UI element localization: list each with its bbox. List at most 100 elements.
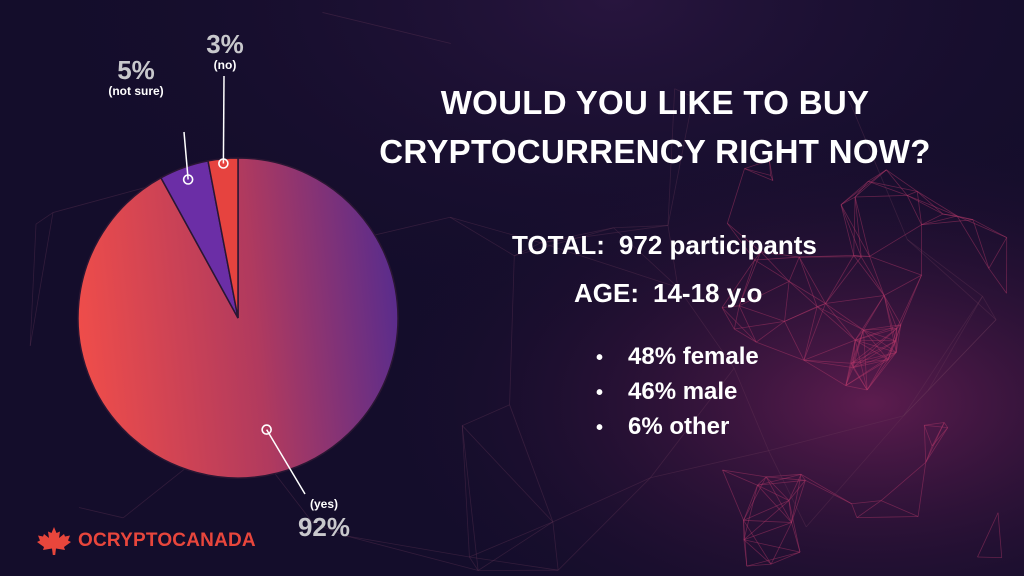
network-line xyxy=(863,329,896,342)
network-line xyxy=(722,469,758,486)
network-line xyxy=(860,256,885,296)
network-line xyxy=(845,385,868,391)
network-line xyxy=(757,473,802,486)
network-line xyxy=(738,305,757,343)
network-line xyxy=(906,195,922,225)
network-line xyxy=(988,237,1008,269)
network-line xyxy=(734,328,757,343)
demographics-list: • 48% female • 46% male • 6% other xyxy=(596,340,759,445)
total-stat: TOTAL: 972 participants xyxy=(512,230,817,261)
network-line xyxy=(770,175,774,181)
network-line xyxy=(798,256,818,307)
network-line xyxy=(845,367,854,386)
network-line xyxy=(756,341,805,361)
network-line xyxy=(613,225,668,229)
network-line xyxy=(907,191,918,196)
network-line xyxy=(972,219,1007,238)
network-line xyxy=(957,215,974,221)
network-line xyxy=(816,306,864,331)
network-line xyxy=(866,352,897,391)
network-line xyxy=(770,551,801,565)
network-line xyxy=(540,225,669,244)
network-line xyxy=(852,351,897,368)
network-line xyxy=(854,340,868,391)
network-line xyxy=(743,476,767,521)
network-line xyxy=(869,256,885,296)
network-line xyxy=(845,329,864,386)
network-line xyxy=(722,305,740,308)
network-line xyxy=(667,88,676,226)
network-line xyxy=(743,520,772,565)
network-line xyxy=(726,223,755,261)
network-line xyxy=(667,225,679,288)
network-line xyxy=(784,306,818,322)
network-line xyxy=(35,212,54,225)
network-line xyxy=(921,215,958,226)
network-line xyxy=(925,427,949,463)
network-line xyxy=(866,359,889,391)
leader-line xyxy=(266,429,306,495)
network-line xyxy=(743,522,792,541)
network-line xyxy=(886,169,918,192)
network-line xyxy=(757,484,792,523)
network-line xyxy=(461,425,470,558)
maple-leaf-icon xyxy=(37,527,71,555)
network-line xyxy=(907,195,944,215)
slice-marker-no xyxy=(218,158,229,169)
network-line xyxy=(477,521,554,571)
bullet-icon: • xyxy=(596,417,604,439)
network-line xyxy=(757,479,806,486)
demographic-male: 46% male xyxy=(628,378,738,405)
network-line xyxy=(557,477,651,571)
network-line xyxy=(674,88,694,98)
age-stat: AGE: 14-18 y.o xyxy=(574,278,762,309)
network-line xyxy=(791,474,802,523)
network-line xyxy=(755,321,785,343)
network-line xyxy=(931,422,945,447)
network-line xyxy=(853,196,856,256)
network-line xyxy=(923,425,933,447)
network-line xyxy=(854,295,885,341)
network-line xyxy=(825,303,864,331)
label-not-sure-value: 5% xyxy=(117,55,155,85)
network-line xyxy=(469,556,479,571)
question-title: WOULD YOU LIKE TO BUY CRYPTOCURRENCY RIG… xyxy=(330,78,980,176)
network-line xyxy=(768,415,904,452)
network-line xyxy=(845,363,852,386)
network-line xyxy=(845,351,897,386)
network-line xyxy=(925,445,933,463)
network-line xyxy=(743,539,748,567)
label-yes: (yes) 92% xyxy=(286,496,362,542)
network-line xyxy=(757,476,767,486)
network-line xyxy=(977,512,999,558)
network-line xyxy=(461,425,479,571)
network-line xyxy=(462,404,510,426)
network-line xyxy=(852,340,856,368)
network-line xyxy=(863,324,901,331)
network-line xyxy=(852,340,896,368)
total-label: TOTAL: xyxy=(512,230,605,260)
network-line xyxy=(855,339,896,342)
network-line xyxy=(851,329,864,364)
network-line xyxy=(650,367,735,479)
network-line xyxy=(746,563,772,567)
network-line xyxy=(887,328,898,360)
network-line xyxy=(943,422,948,428)
network-line xyxy=(461,425,554,523)
network-line xyxy=(788,500,792,523)
network-line xyxy=(856,500,882,518)
label-no-text: (no) xyxy=(213,58,237,72)
network-line xyxy=(800,473,852,505)
network-line xyxy=(845,340,856,386)
network-line xyxy=(514,242,541,257)
slice-marker-yes xyxy=(261,424,272,435)
network-line xyxy=(722,469,767,478)
network-line xyxy=(825,295,885,304)
network-line xyxy=(791,522,801,553)
list-item: • 46% male xyxy=(596,375,759,410)
network-line xyxy=(907,195,958,217)
network-line xyxy=(840,196,856,206)
network-line xyxy=(977,556,1002,559)
network-line xyxy=(852,359,889,369)
network-line xyxy=(721,307,735,330)
